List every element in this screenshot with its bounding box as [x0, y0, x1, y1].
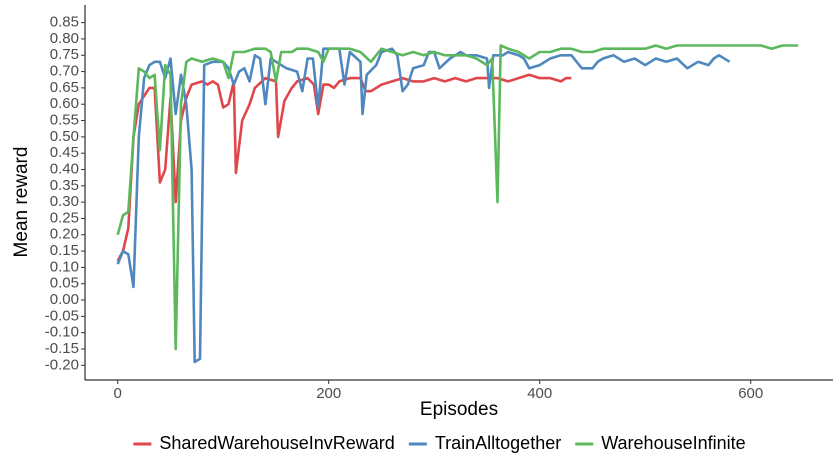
y-tick-label: 0.80 — [50, 30, 79, 47]
y-tick-label: 0.15 — [50, 242, 79, 259]
y-tick-label: 0.10 — [50, 258, 79, 275]
y-tick-label: 0.25 — [50, 209, 79, 226]
y-tick-label: 0.75 — [50, 46, 79, 63]
y-tick-label: 0.70 — [50, 63, 79, 80]
legend-label: TrainAlltogether — [435, 433, 561, 453]
x-tick-label: 200 — [316, 385, 341, 402]
y-tick-label: 0.00 — [50, 291, 79, 308]
y-tick-label: 0.35 — [50, 177, 79, 194]
y-tick-label: 0.60 — [50, 95, 79, 112]
legend-label: WarehouseInfinite — [601, 433, 745, 453]
legend-label: SharedWarehouseInvReward — [159, 433, 394, 453]
y-tick-label: 0.20 — [50, 226, 79, 243]
y-tick-label: 0.30 — [50, 193, 79, 210]
y-tick-label: 0.40 — [50, 160, 79, 177]
x-axis-title: Episodes — [420, 399, 498, 420]
series-line — [116, 44, 799, 351]
y-tick-label: 0.50 — [50, 128, 79, 145]
y-axis-title: Mean reward — [11, 147, 32, 258]
x-tick-label: 400 — [527, 385, 552, 402]
y-tick-label: -0.10 — [45, 324, 79, 341]
x-tick-label: 600 — [738, 385, 763, 402]
y-tick-label: -0.20 — [45, 356, 79, 373]
x-tick-label: 0 — [114, 385, 122, 402]
y-tick-label: 0.05 — [50, 275, 79, 292]
series-line — [116, 47, 731, 364]
y-tick-label: -0.15 — [45, 340, 79, 357]
y-tick-label: 0.55 — [50, 112, 79, 129]
series-line — [116, 73, 572, 262]
y-tick-label: -0.05 — [45, 307, 79, 324]
y-tick-label: 0.65 — [50, 79, 79, 96]
y-tick-label: 0.85 — [50, 14, 79, 31]
y-tick-label: 0.45 — [50, 144, 79, 161]
